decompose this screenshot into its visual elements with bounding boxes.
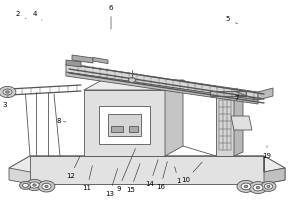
Circle shape [26,179,43,191]
Circle shape [42,183,51,189]
Polygon shape [9,156,285,172]
Polygon shape [30,156,264,184]
Circle shape [20,181,32,189]
Circle shape [244,185,248,188]
Text: 16: 16 [156,162,167,190]
Text: 3: 3 [2,96,8,108]
Text: 12: 12 [66,157,80,179]
Circle shape [22,183,28,187]
Polygon shape [84,80,183,90]
Polygon shape [99,106,150,144]
Polygon shape [258,88,273,100]
Polygon shape [216,96,234,156]
Polygon shape [66,72,258,104]
Circle shape [267,185,270,187]
Circle shape [264,184,273,189]
Polygon shape [66,64,258,100]
Text: 1: 1 [175,167,181,184]
Circle shape [253,184,263,191]
Polygon shape [210,91,246,96]
Polygon shape [72,55,93,63]
Text: 4: 4 [32,11,42,20]
Polygon shape [93,57,108,64]
Text: 13: 13 [105,169,118,197]
Text: 15: 15 [126,164,140,193]
Circle shape [249,182,267,194]
Circle shape [0,86,16,98]
Circle shape [45,185,48,188]
Text: 2: 2 [16,11,26,19]
Circle shape [3,89,12,95]
Polygon shape [84,90,165,156]
Polygon shape [9,156,285,184]
Text: 5: 5 [226,16,238,24]
Text: 11: 11 [82,166,92,191]
Circle shape [237,180,255,192]
Polygon shape [129,126,138,132]
Polygon shape [111,126,123,132]
Circle shape [261,181,276,191]
Circle shape [30,182,39,188]
Text: 10: 10 [182,162,202,183]
Text: 19: 19 [262,146,272,159]
Circle shape [33,184,36,186]
Circle shape [256,186,260,189]
Polygon shape [108,114,141,136]
Text: 8: 8 [56,118,66,124]
Circle shape [241,183,251,190]
Polygon shape [66,60,81,67]
Text: 14: 14 [146,160,158,187]
Text: 7: 7 [235,88,239,101]
Circle shape [6,91,9,93]
Text: 6: 6 [109,5,113,29]
Text: 9: 9 [116,149,135,192]
Polygon shape [165,80,183,156]
Circle shape [128,78,136,82]
Circle shape [38,181,55,192]
Polygon shape [234,92,243,156]
Polygon shape [231,116,252,130]
Polygon shape [264,156,285,184]
